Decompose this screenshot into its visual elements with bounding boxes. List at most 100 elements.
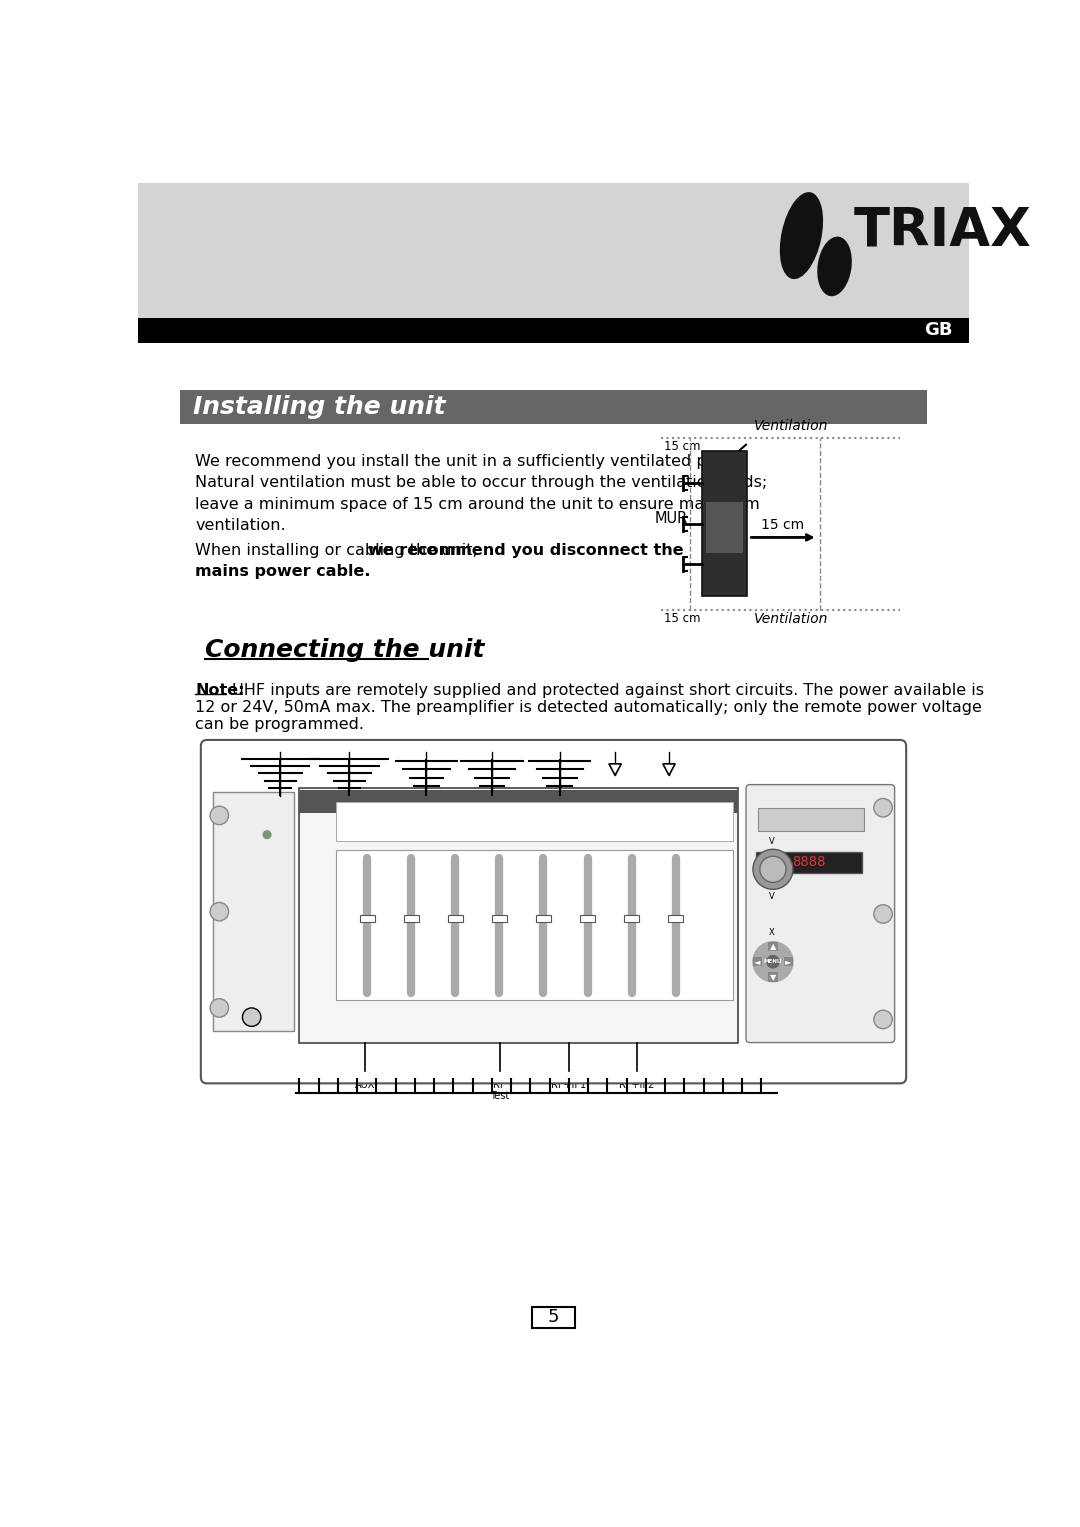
- FancyBboxPatch shape: [201, 741, 906, 1083]
- Text: X: X: [769, 928, 778, 938]
- Text: ✓ UHF2: ✓ UHF2: [471, 799, 513, 808]
- Bar: [180, 391, 927, 425]
- Text: Part no. 324377: Part no. 324377: [293, 873, 349, 880]
- Text: UHF inputs are remotely supplied and protected against short circuits. The power: UHF inputs are remotely supplied and pro…: [227, 683, 984, 698]
- Circle shape: [242, 1008, 261, 1026]
- Text: INPUT    SET: INPUT SET: [789, 834, 836, 843]
- Bar: [580, 915, 595, 922]
- Text: RF+IF1: RF+IF1: [551, 1080, 586, 1090]
- Circle shape: [211, 999, 229, 1017]
- Text: RF+IF2: RF+IF2: [619, 1080, 654, 1090]
- Text: Installing the unit: Installing the unit: [193, 395, 446, 420]
- Text: PROGRAMMABLE: PROGRAMMABLE: [292, 851, 350, 857]
- Text: UHF: UHF: [346, 806, 359, 811]
- Text: ◄: ◄: [754, 957, 760, 967]
- Text: TRIAX: TRIAX: [303, 837, 338, 847]
- Text: leave a minimum space of 15 cm around the unit to ensure maximum: leave a minimum space of 15 cm around th…: [195, 496, 760, 512]
- Text: UHF-3: UHF-3: [708, 806, 727, 811]
- Text: BI/FM: BI/FM: [309, 797, 333, 806]
- Text: Note:: Note:: [195, 683, 245, 698]
- Bar: [447, 915, 463, 922]
- Text: ▼: ▼: [770, 973, 777, 982]
- Circle shape: [753, 849, 793, 889]
- Text: UHF2: UHF2: [456, 797, 478, 806]
- Text: MMC SD Card: MMC SD Card: [786, 815, 838, 823]
- Text: 5: 5: [548, 1307, 559, 1325]
- Circle shape: [211, 902, 229, 921]
- Bar: [213, 793, 294, 1031]
- Bar: [753, 957, 762, 967]
- Text: MENU: MENU: [764, 959, 782, 964]
- Text: BI/FM: BI/FM: [404, 806, 421, 811]
- Text: VHF-1: VHF-1: [525, 806, 543, 811]
- Text: UHF-1: UHF-1: [585, 806, 605, 811]
- Text: can be programmed.: can be programmed.: [195, 716, 364, 731]
- Text: 15 cm: 15 cm: [663, 612, 700, 625]
- Bar: [624, 915, 639, 922]
- Bar: [137, 183, 970, 318]
- Circle shape: [760, 857, 786, 883]
- Text: mains power cable.: mains power cable.: [195, 565, 370, 579]
- Circle shape: [753, 942, 793, 982]
- Text: TRIAX: TRIAX: [854, 205, 1031, 257]
- Bar: [137, 318, 970, 342]
- Circle shape: [211, 806, 229, 825]
- Text: SAT2: SAT2: [606, 797, 627, 806]
- Text: ►: ►: [785, 957, 792, 967]
- Bar: [360, 915, 375, 922]
- Bar: [532, 1307, 575, 1328]
- Text: UHF1: UHF1: [409, 797, 432, 806]
- Text: UHF3: UHF3: [502, 797, 525, 806]
- Circle shape: [874, 799, 892, 817]
- Bar: [768, 942, 778, 951]
- Text: T 1.5A L: T 1.5A L: [222, 997, 265, 1006]
- Text: V: V: [769, 892, 778, 901]
- Bar: [299, 789, 739, 812]
- Bar: [536, 915, 551, 922]
- Text: SAT1: SAT1: [602, 750, 629, 760]
- Text: UHF Slave setting: UHF Slave setting: [500, 847, 568, 857]
- Text: ✓ UHF1: ✓ UHF1: [405, 799, 448, 808]
- Text: RF
Test: RF Test: [490, 1080, 510, 1101]
- Text: SAT1: SAT1: [563, 797, 583, 806]
- Bar: [336, 851, 733, 1000]
- Polygon shape: [663, 764, 675, 776]
- Bar: [757, 808, 864, 831]
- Text: AUX: AUX: [354, 1080, 375, 1090]
- Text: MUR: MUR: [654, 512, 688, 527]
- Text: SAT2: SAT2: [656, 750, 683, 760]
- Polygon shape: [609, 764, 621, 776]
- Bar: [756, 852, 862, 873]
- Text: Connecting the unit: Connecting the unit: [205, 638, 484, 663]
- Ellipse shape: [818, 237, 852, 296]
- Text: BIII: BIII: [469, 806, 478, 811]
- Text: MULTIBAND AMPLIFIER: MULTIBAND AMPLIFIER: [282, 858, 360, 864]
- Text: BIII/DAB: BIII/DAB: [327, 799, 372, 808]
- Text: 15 cm: 15 cm: [663, 440, 700, 454]
- Text: BI/FM: BI/FM: [265, 799, 296, 808]
- Bar: [706, 502, 743, 553]
- Text: V: V: [769, 837, 778, 846]
- Bar: [784, 957, 793, 967]
- Text: ✓ UHF3: ✓ UHF3: [538, 799, 581, 808]
- Text: TMB 10 S: TMB 10 S: [301, 864, 340, 873]
- Text: Ventilation: Ventilation: [754, 420, 828, 434]
- Text: we recommend you disconnect the: we recommend you disconnect the: [368, 542, 684, 557]
- Text: 8888: 8888: [793, 855, 826, 869]
- Bar: [702, 450, 746, 596]
- Circle shape: [264, 831, 271, 838]
- Bar: [299, 788, 739, 1043]
- Text: Natural ventilation must be able to occur through the ventilation grids;: Natural ventilation must be able to occu…: [195, 475, 768, 490]
- Text: Power: Power: [237, 829, 270, 840]
- Text: ventilation.: ventilation.: [195, 518, 286, 533]
- Text: GB: GB: [923, 321, 953, 339]
- Bar: [768, 973, 778, 982]
- Bar: [667, 915, 684, 922]
- Bar: [491, 915, 508, 922]
- Circle shape: [874, 1011, 892, 1029]
- Circle shape: [767, 956, 779, 968]
- Text: Ventilation: Ventilation: [754, 612, 828, 626]
- Text: 15 cm: 15 cm: [760, 518, 804, 531]
- Text: UHF-2: UHF-2: [646, 806, 665, 811]
- Text: 12 or 24V, 50mA max. The preamplifier is detected automatically; only the remote: 12 or 24V, 50mA max. The preamplifier is…: [195, 699, 983, 715]
